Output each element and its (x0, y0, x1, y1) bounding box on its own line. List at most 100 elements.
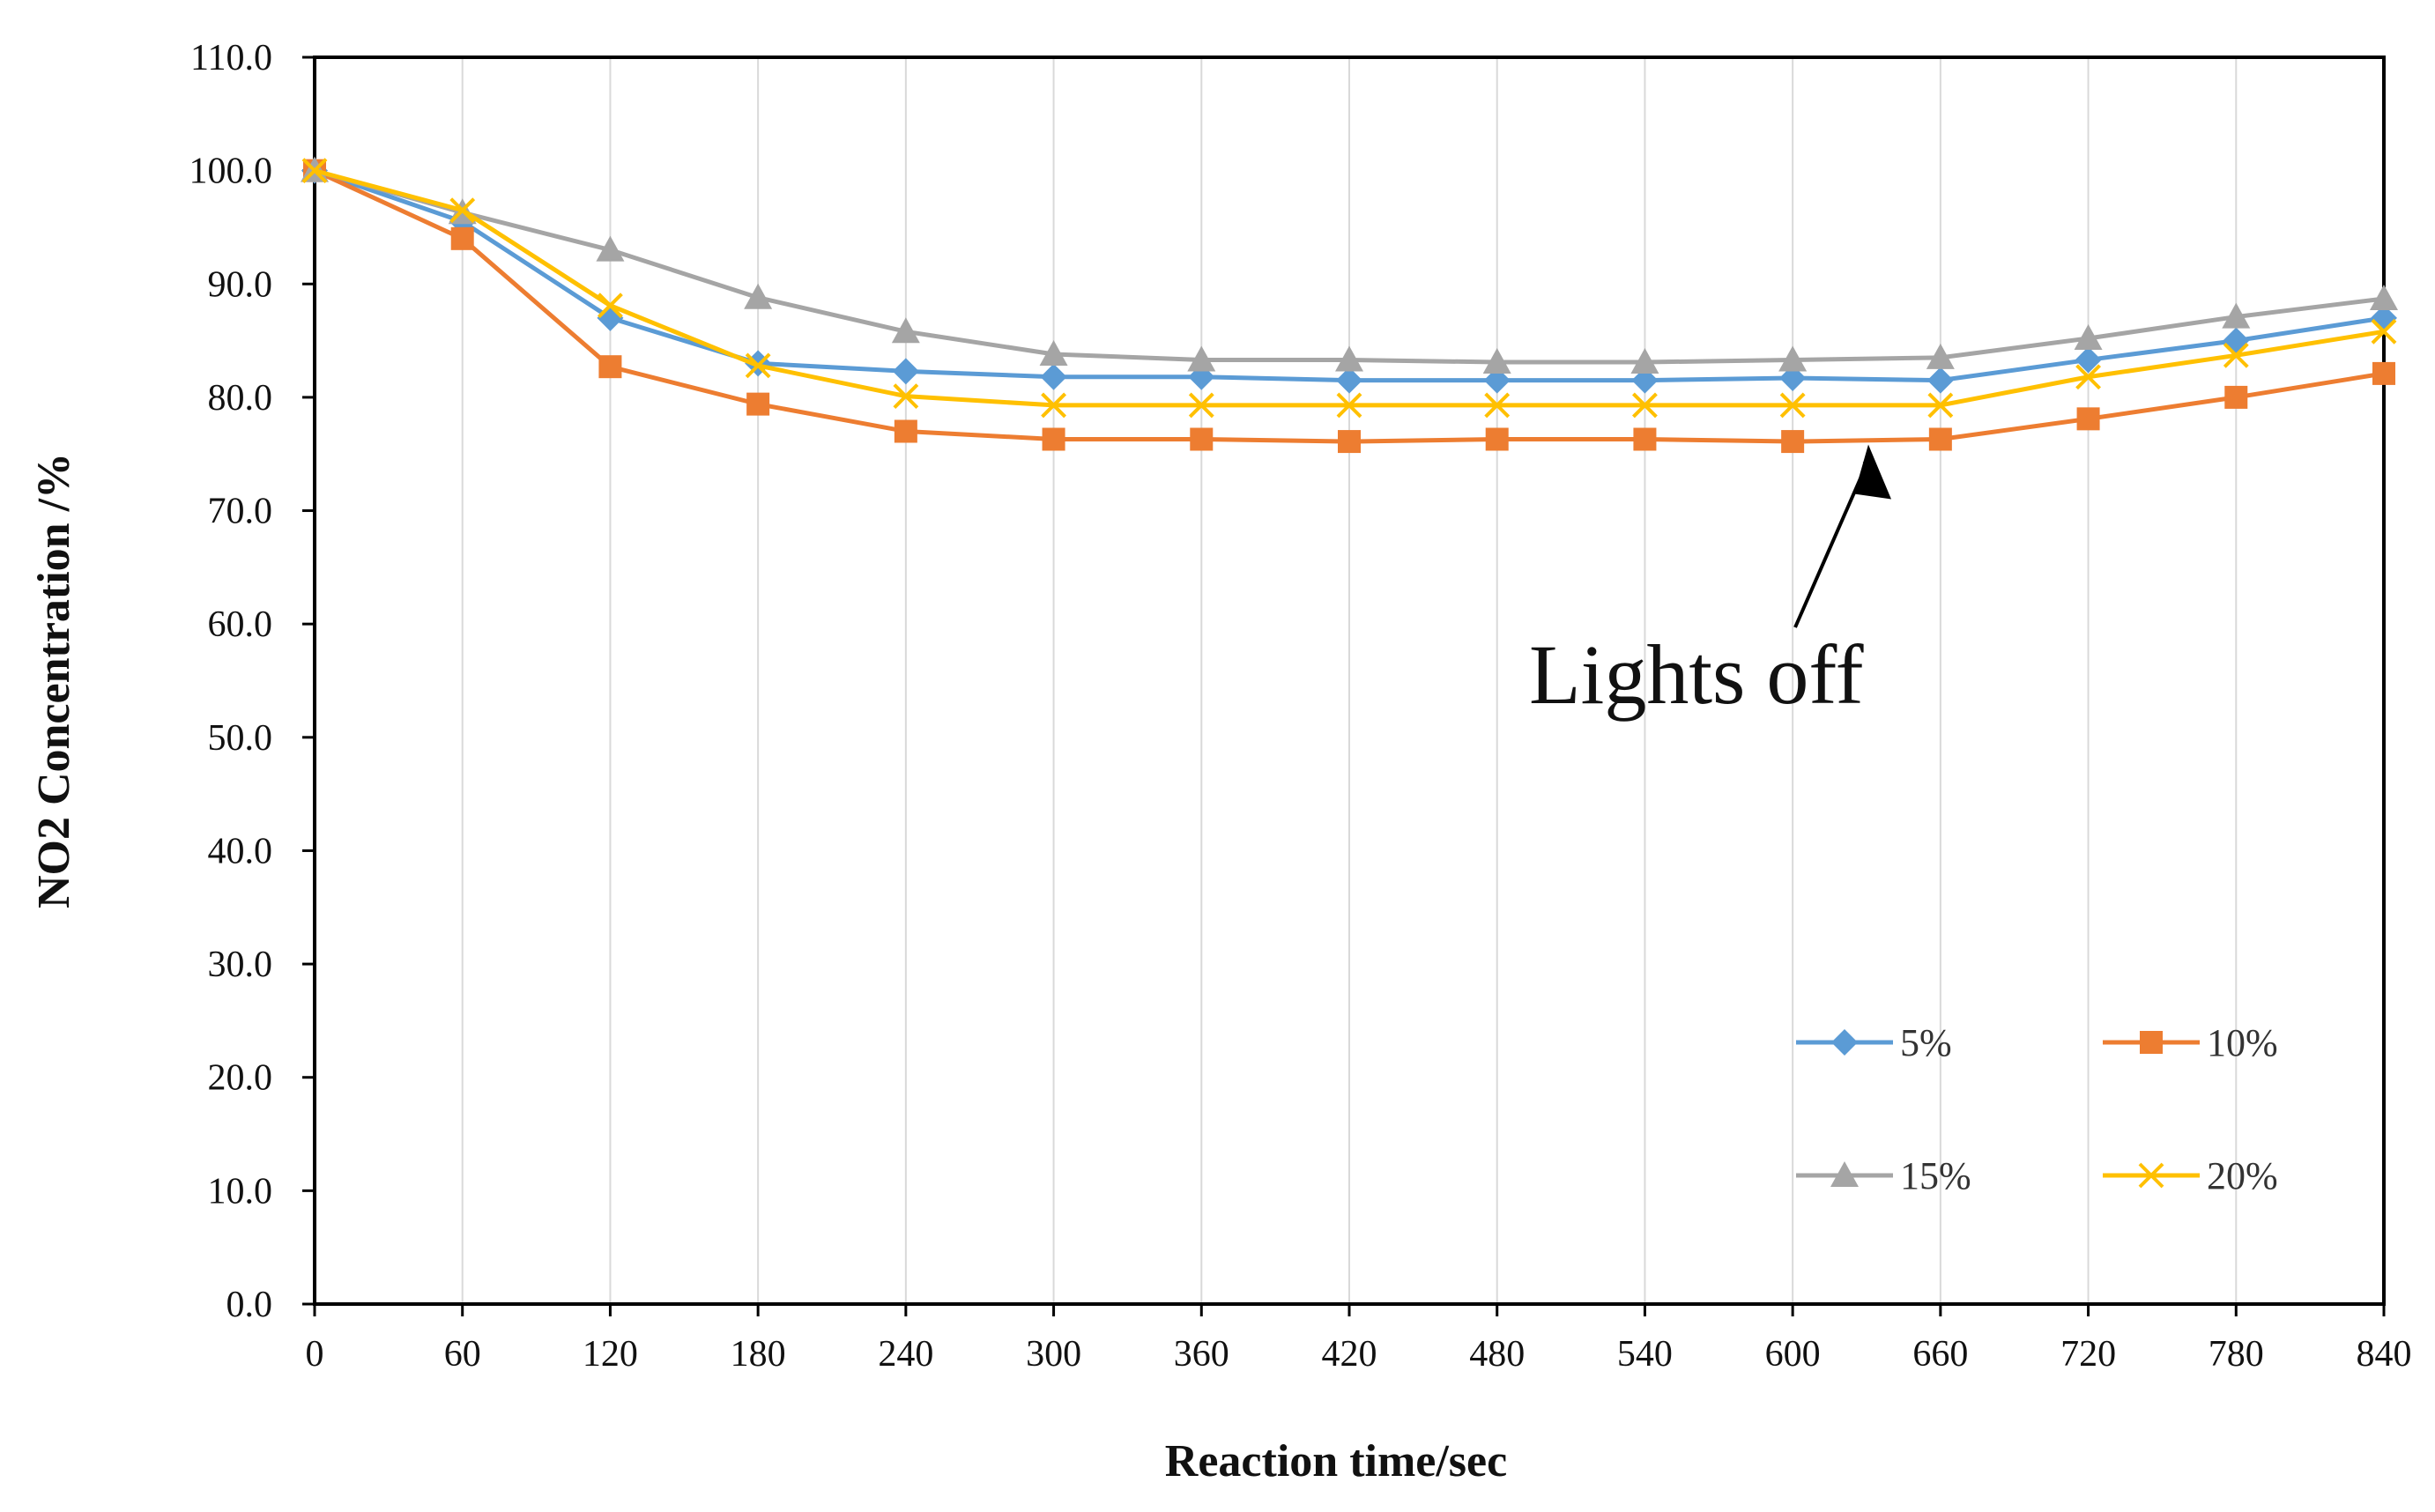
legend-swatch-marker (2138, 1162, 2164, 1189)
legend-item-10pct: 10% (2103, 1021, 2278, 1064)
data-point-10pct-120 (598, 355, 622, 379)
legend: 5% 10% 15% 20% (1796, 1021, 2278, 1197)
data-point-10pct-420 (1338, 430, 1361, 454)
marker-stroke (1041, 392, 1066, 419)
marker-stroke (598, 293, 623, 319)
x-axis-title: Reaction time/sec (1165, 1436, 1507, 1486)
data-point-15pct-360 (1187, 345, 1216, 372)
data-point-20pct-840 (2371, 318, 2397, 345)
marker-stroke (1779, 392, 1806, 419)
data-point-15pct-780 (2222, 302, 2251, 329)
x-tick-label: 360 (1174, 1334, 1229, 1375)
data-series (301, 156, 2398, 454)
y-axis-title: NO2 Concentration /% (29, 453, 79, 908)
data-point-20pct-120 (598, 293, 623, 319)
marker-stroke (301, 158, 328, 184)
data-point-15pct-120 (596, 235, 625, 262)
y-tick-label: 90.0 (208, 264, 273, 305)
data-point-15pct-600 (1778, 345, 1808, 372)
x-tick-label: 720 (2060, 1334, 2116, 1375)
data-point-10pct-540 (1633, 427, 1657, 451)
y-tick-label: 30.0 (208, 945, 273, 985)
y-tick-label: 40.0 (208, 831, 273, 871)
y-tick-label: 110.0 (190, 38, 272, 78)
marker-stroke (2371, 318, 2397, 345)
x-tick-label: 780 (2209, 1334, 2264, 1375)
marker-stroke (449, 197, 476, 224)
data-point-20pct-780 (2223, 342, 2249, 368)
data-point-20pct-420 (1336, 392, 1362, 419)
legend-label: 5% (1900, 1021, 1952, 1064)
data-point-10pct-240 (894, 419, 917, 443)
y-tick-label: 100.0 (189, 152, 273, 192)
data-point-5pct-300 (1040, 363, 1067, 390)
legend-item-15pct: 15% (1796, 1154, 1971, 1197)
data-point-15pct-840 (2370, 284, 2398, 310)
legend-label: 15% (1900, 1154, 1971, 1197)
marker-stroke (745, 352, 771, 379)
data-point-10pct-180 (746, 392, 770, 416)
x-tick-label: 600 (1765, 1334, 1821, 1375)
data-point-20pct-360 (1188, 392, 1214, 419)
annotation-lights-off: Lights off (1529, 444, 1891, 722)
marker-stroke (2223, 342, 2249, 368)
marker-stroke (1188, 392, 1214, 419)
x-tick-label: 60 (444, 1334, 481, 1375)
data-point-10pct-360 (1190, 427, 1214, 451)
x-tick-label: 240 (878, 1334, 933, 1375)
data-point-10pct-60 (450, 226, 474, 250)
y-tick-label: 20.0 (208, 1058, 273, 1099)
data-point-5pct-660 (1926, 367, 1954, 394)
annotation-text: Lights off (1529, 627, 1864, 722)
y-tick-label: 0.0 (226, 1285, 273, 1325)
y-tick-label: 70.0 (208, 492, 273, 532)
x-tick-label: 540 (1617, 1334, 1673, 1375)
x-tick-label: 660 (1912, 1334, 1968, 1375)
data-point-5pct-420 (1336, 367, 1362, 394)
y-tick-label: 60.0 (208, 604, 273, 645)
data-point-15pct-240 (891, 317, 920, 344)
legend-label: 10% (2207, 1021, 2278, 1064)
data-point-15pct-420 (1335, 345, 1363, 372)
x-tick-label: 120 (583, 1334, 638, 1375)
marker-stroke (1632, 392, 1658, 419)
grid-lines (461, 57, 2238, 1304)
data-point-15pct-660 (1926, 343, 1955, 369)
marker-stroke (893, 383, 919, 410)
data-point-5pct-600 (1779, 365, 1807, 392)
data-point-5pct-720 (2075, 346, 2102, 374)
marker-stroke (1484, 392, 1511, 419)
data-point-10pct-840 (2372, 361, 2395, 385)
legend-swatch-marker (1831, 1029, 1858, 1056)
marker-stroke (1927, 392, 1954, 419)
series-20pct (301, 158, 2397, 419)
series-15pct (301, 156, 2398, 374)
legend-swatch-marker (2140, 1031, 2163, 1054)
marker-stroke (1336, 392, 1362, 419)
data-point-15pct-180 (744, 283, 773, 309)
data-point-20pct-60 (449, 197, 476, 224)
y-tick-label: 80.0 (208, 378, 273, 419)
legend-swatch-marker (1830, 1161, 1859, 1187)
data-point-20pct-660 (1927, 392, 1954, 419)
data-point-10pct-720 (2076, 407, 2100, 431)
data-point-20pct-720 (2075, 364, 2101, 390)
y-tick-label: 50.0 (208, 718, 273, 759)
data-point-5pct-540 (1631, 367, 1659, 394)
marker-stroke (2075, 364, 2101, 390)
x-tick-label: 0 (306, 1334, 324, 1375)
data-point-20pct-540 (1632, 392, 1658, 419)
data-point-5pct-240 (892, 358, 919, 385)
data-point-10pct-480 (1485, 427, 1509, 451)
data-point-20pct-600 (1779, 392, 1806, 419)
series-10pct (303, 159, 2395, 454)
data-point-20pct-240 (893, 383, 919, 410)
legend-label: 20% (2207, 1154, 2278, 1197)
data-point-15pct-480 (1482, 348, 1511, 374)
data-point-15pct-720 (2074, 324, 2103, 351)
data-point-5pct-480 (1483, 367, 1511, 394)
data-point-20pct-0 (301, 158, 328, 184)
marker-stroke (2138, 1162, 2164, 1189)
